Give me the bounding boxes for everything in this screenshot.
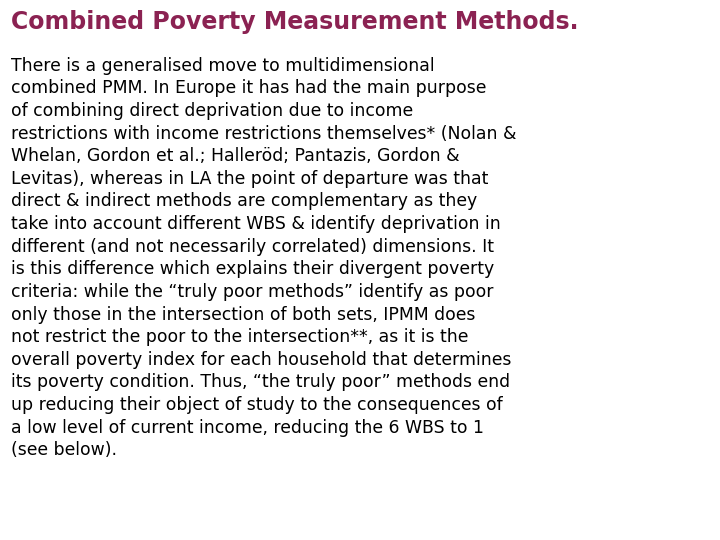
Text: Combined Poverty Measurement Methods.: Combined Poverty Measurement Methods.: [11, 10, 578, 33]
Text: There is a generalised move to multidimensional
combined PMM. In Europe it has h: There is a generalised move to multidime…: [11, 57, 516, 459]
